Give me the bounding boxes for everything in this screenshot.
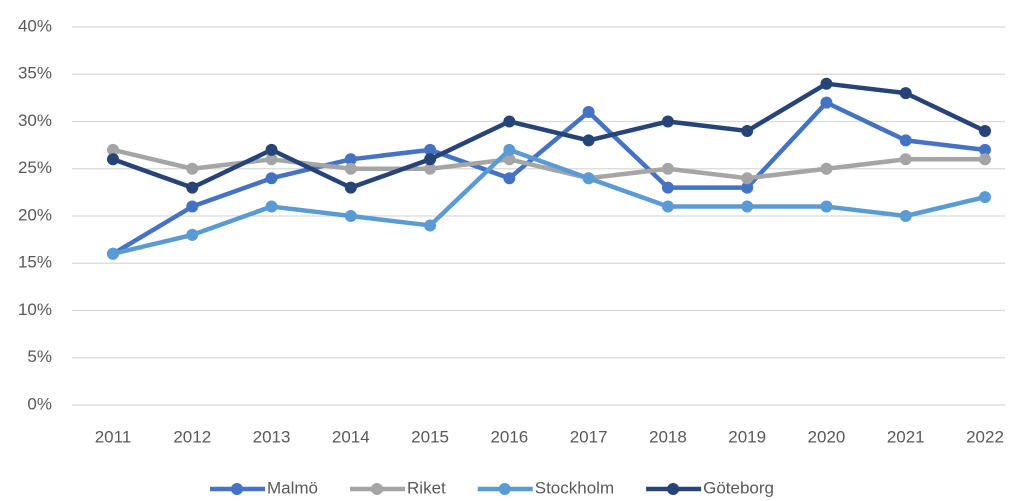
series-marker bbox=[979, 124, 991, 137]
series-marker bbox=[424, 162, 437, 175]
legend-marker bbox=[498, 483, 511, 495]
legend-label: Göteborg bbox=[703, 478, 774, 497]
series-marker bbox=[265, 143, 278, 156]
legend-label: Stockholm bbox=[535, 478, 614, 497]
series-marker bbox=[979, 153, 991, 166]
series-marker bbox=[344, 210, 357, 222]
series-marker bbox=[344, 181, 357, 194]
series-marker bbox=[503, 172, 516, 185]
series-marker bbox=[503, 143, 516, 156]
series-marker bbox=[424, 219, 437, 232]
y-tick-label: 25% bbox=[18, 158, 52, 177]
series-marker bbox=[582, 106, 595, 119]
series-marker bbox=[741, 172, 754, 185]
series-marker bbox=[899, 153, 912, 166]
series-marker bbox=[661, 162, 674, 175]
series-marker bbox=[899, 134, 912, 147]
series-marker bbox=[186, 162, 199, 175]
x-tick-label: 2016 bbox=[490, 427, 528, 446]
series-marker bbox=[344, 153, 357, 166]
series-marker bbox=[820, 96, 833, 109]
y-tick-label: 5% bbox=[27, 347, 52, 366]
y-tick-label: 10% bbox=[18, 300, 52, 319]
x-tick-label: 2015 bbox=[411, 427, 449, 446]
series-marker bbox=[820, 200, 833, 213]
x-tick-label: 2022 bbox=[966, 427, 1004, 446]
series-marker bbox=[979, 143, 991, 156]
x-tick-label: 2013 bbox=[253, 427, 291, 446]
series-marker bbox=[107, 143, 119, 156]
series-marker bbox=[661, 200, 674, 213]
x-tick-label: 2021 bbox=[887, 427, 925, 446]
series-marker bbox=[424, 153, 437, 166]
series-marker bbox=[265, 200, 278, 213]
y-tick-label: 0% bbox=[27, 394, 52, 413]
series-line bbox=[112, 81, 986, 190]
series-marker bbox=[107, 153, 119, 166]
x-tick-label: 2018 bbox=[649, 427, 687, 446]
legend-label: Riket bbox=[407, 478, 446, 497]
legend-marker bbox=[667, 483, 680, 495]
series-marker bbox=[820, 77, 833, 90]
series-marker bbox=[186, 200, 199, 213]
series-marker bbox=[424, 143, 437, 156]
series-line bbox=[111, 100, 986, 256]
y-tick-label: 20% bbox=[18, 205, 52, 224]
series-marker bbox=[661, 181, 674, 194]
legend-label: Malmö bbox=[267, 478, 318, 497]
series-marker bbox=[344, 162, 357, 175]
y-tick-label: 15% bbox=[18, 253, 52, 272]
x-tick-label: 2014 bbox=[332, 427, 370, 446]
series-marker bbox=[741, 181, 754, 194]
y-tick-label: 40% bbox=[18, 16, 52, 35]
x-tick-label: 2012 bbox=[173, 427, 211, 446]
series-marker bbox=[979, 191, 991, 204]
series-marker bbox=[582, 134, 595, 147]
series-marker bbox=[186, 181, 199, 194]
series-marker bbox=[186, 228, 199, 241]
series-marker bbox=[107, 247, 119, 260]
series-marker bbox=[265, 153, 278, 166]
x-tick-label: 2020 bbox=[808, 427, 846, 446]
series-marker bbox=[899, 210, 912, 222]
x-tick-label: 2011 bbox=[95, 427, 132, 446]
series-marker bbox=[899, 87, 912, 100]
series-marker bbox=[661, 115, 674, 128]
legend-marker bbox=[371, 483, 384, 495]
legend-marker bbox=[231, 483, 243, 495]
series-marker bbox=[503, 115, 516, 128]
series-marker bbox=[582, 172, 595, 185]
y-tick-label: 35% bbox=[18, 64, 52, 83]
series-marker bbox=[741, 124, 754, 137]
x-tick-label: 2017 bbox=[570, 427, 608, 446]
series-line bbox=[112, 147, 986, 256]
series-marker bbox=[503, 153, 516, 166]
series-marker bbox=[265, 172, 278, 185]
y-tick-label: 30% bbox=[18, 111, 52, 130]
series-line bbox=[112, 147, 985, 181]
series-marker bbox=[741, 200, 754, 213]
x-tick-label: 2019 bbox=[728, 427, 766, 446]
series-marker bbox=[820, 162, 833, 175]
